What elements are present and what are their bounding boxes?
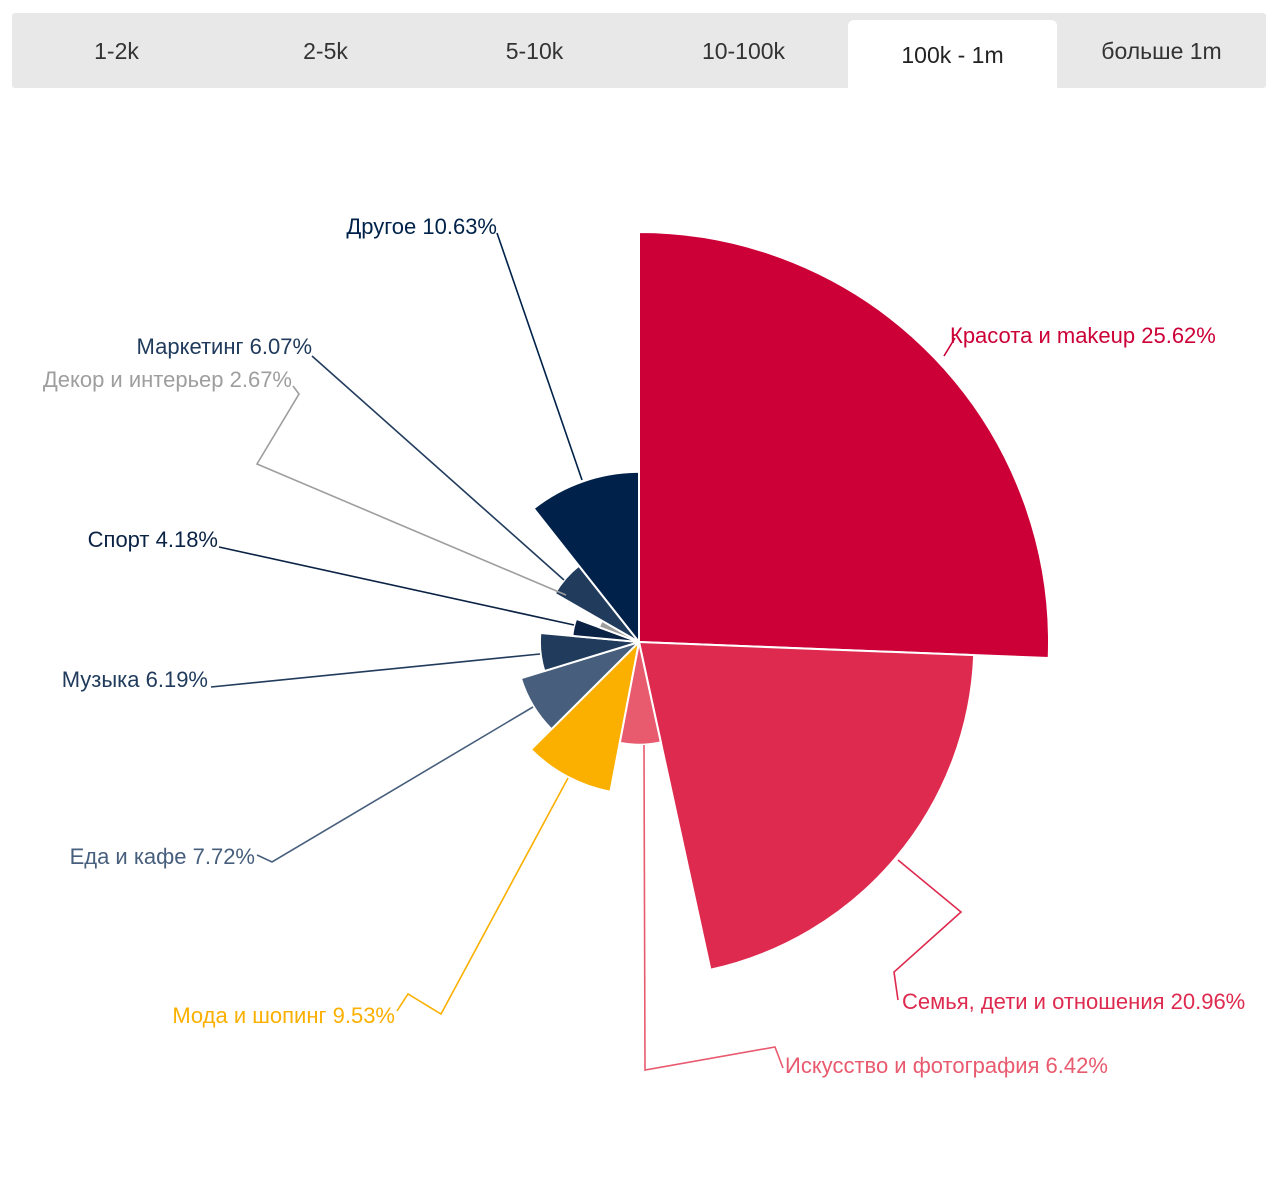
pie-slice-музыка[interactable] bbox=[538, 632, 640, 673]
pie-slice-семья-дети-и-отношения[interactable] bbox=[638, 641, 976, 971]
tab-5-10k[interactable]: 5-10k bbox=[505, 38, 564, 64]
tab-10-100k[interactable]: 10-100k bbox=[701, 38, 786, 64]
leader-line-спорт bbox=[218, 546, 575, 626]
tab-2-5k[interactable]: 2-5k bbox=[303, 38, 348, 64]
pie-slice-мода-и-шопинг[interactable] bbox=[529, 641, 640, 793]
leader-line-музыка bbox=[210, 653, 541, 688]
pie-slice-другое[interactable] bbox=[532, 470, 640, 643]
leader-line-еда-и-кафе bbox=[256, 706, 534, 863]
slice-label-семья-дети-и-отношения: Семья, дети и отношения 20.96% bbox=[902, 989, 1245, 1014]
pie-slice-красота-и-makeup[interactable] bbox=[638, 231, 1051, 660]
slice-label-еда-и-кафе: Еда и кафе 7.72% bbox=[70, 844, 255, 869]
leader-line-мода-и-шопинг bbox=[396, 777, 569, 1016]
slice-label-музыка: Музыка 6.19% bbox=[62, 667, 208, 692]
leader-line-другое bbox=[496, 232, 583, 481]
slice-label-мода-и-шопинг: Мода и шопинг 9.53% bbox=[172, 1003, 395, 1028]
slice-label-спорт: Спорт 4.18% bbox=[88, 527, 218, 552]
tab-1-2k[interactable]: 1-2k bbox=[94, 38, 139, 64]
leader-line-искусство-и-фотография bbox=[643, 744, 784, 1071]
leader-line-маркетинг bbox=[311, 355, 565, 581]
pie-slice-еда-и-кафе[interactable] bbox=[519, 641, 640, 731]
tab-over-1m[interactable]: больше 1m bbox=[1101, 38, 1222, 64]
leader-line-красота-и-makeup bbox=[943, 337, 956, 357]
slice-label-маркетинг: Маркетинг 6.07% bbox=[137, 334, 312, 359]
tab-100k-1m[interactable]: 100k - 1m bbox=[848, 20, 1057, 88]
slice-label-декор-и-интерьер: Декор и интерьер 2.67% bbox=[43, 367, 292, 392]
slice-label-другое: Другое 10.63% bbox=[346, 214, 497, 239]
leader-line-декор-и-интерьер bbox=[255, 385, 567, 596]
slice-label-красота-и-makeup: Красота и makeup 25.62% bbox=[950, 323, 1216, 348]
range-tabs: 1-2k 2-5k 5-10k 10-100k 100k - 1m больше… bbox=[12, 13, 1266, 88]
leader-line-семья-дети-и-отношения bbox=[893, 859, 963, 1001]
slice-label-искусство-и-фотография: Искусство и фотография 6.42% bbox=[785, 1053, 1108, 1078]
